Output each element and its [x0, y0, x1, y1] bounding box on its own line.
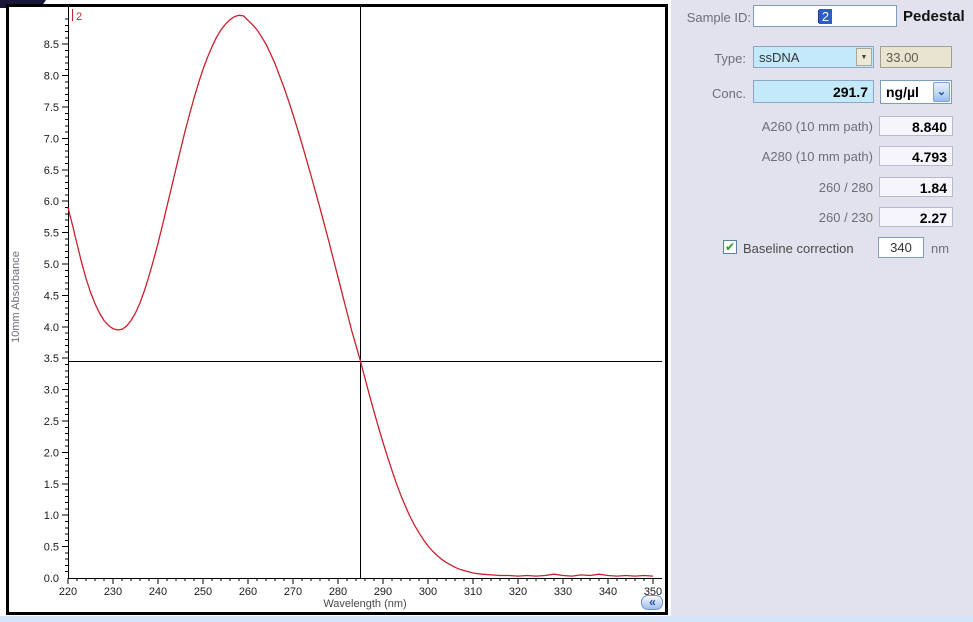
- ratio-260-230-label: 260 / 230: [818, 210, 873, 225]
- ratio-260-280-value: 1.84: [879, 177, 953, 197]
- svg-text:280: 280: [329, 586, 347, 598]
- sample-legend: 2: [72, 9, 82, 23]
- svg-text:320: 320: [509, 586, 527, 598]
- svg-text:4.0: 4.0: [44, 322, 59, 334]
- svg-text:340: 340: [599, 586, 617, 598]
- sample-type-value: ssDNA: [759, 50, 800, 65]
- chevron-down-icon[interactable]: ⌄: [933, 82, 950, 102]
- baseline-correction-label: Baseline correction: [743, 241, 854, 256]
- svg-text:1.0: 1.0: [44, 510, 59, 522]
- svg-text:310: 310: [464, 586, 482, 598]
- svg-text:240: 240: [149, 586, 167, 598]
- y-axis-title: 10mm Absorbance: [10, 251, 22, 343]
- svg-text:8.0: 8.0: [44, 71, 59, 83]
- svg-text:220: 220: [59, 586, 77, 598]
- svg-text:3.0: 3.0: [44, 385, 59, 397]
- a260-value: 8.840: [879, 116, 953, 136]
- sample-info-panel: Sample ID: 2 Pedestal Type: ssDNA ▼ 33.0…: [671, 0, 973, 616]
- a260-label: A260 (10 mm path): [761, 119, 873, 134]
- svg-text:2.0: 2.0: [44, 447, 59, 459]
- baseline-wavelength-input[interactable]: 340: [878, 237, 924, 258]
- sample-id-input[interactable]: 2: [753, 5, 897, 27]
- measurement-mode-label: Pedestal: [903, 8, 965, 25]
- svg-text:0.0: 0.0: [44, 573, 59, 585]
- svg-text:260: 260: [239, 586, 257, 598]
- svg-text:2.5: 2.5: [44, 416, 59, 428]
- extinction-factor-field: 33.00: [880, 46, 952, 68]
- a280-value: 4.793: [879, 146, 953, 166]
- svg-text:250: 250: [194, 586, 212, 598]
- concentration-unit-value: ng/µl: [886, 84, 919, 100]
- svg-text:6.5: 6.5: [44, 165, 59, 177]
- svg-text:7.0: 7.0: [44, 133, 59, 145]
- svg-text:290: 290: [374, 586, 392, 598]
- svg-text:8.5: 8.5: [44, 39, 59, 51]
- svg-text:7.5: 7.5: [44, 102, 59, 114]
- collapse-panel-button[interactable]: «: [641, 595, 663, 610]
- svg-text:3.5: 3.5: [44, 353, 59, 365]
- sample-id-selected-text: 2: [818, 8, 833, 24]
- spectrum-chart-panel: 220 230 240 250 260 270 280 290 300 310 320 330 340 3…: [6, 4, 668, 615]
- ratio-260-230-value: 2.27: [879, 207, 953, 227]
- ratio-260-280-label: 260 / 280: [818, 180, 873, 195]
- sample-type-dropdown[interactable]: ssDNA ▼: [753, 46, 874, 68]
- concentration-label: Conc.: [712, 86, 746, 101]
- svg-text:2: 2: [76, 11, 82, 23]
- svg-text:6.0: 6.0: [44, 196, 59, 208]
- sample-id-label: Sample ID:: [686, 10, 751, 25]
- svg-text:300: 300: [419, 586, 437, 598]
- spectrum-chart[interactable]: 220 230 240 250 260 270 280 290 300 310 320 330 340 3…: [9, 7, 665, 612]
- svg-text:5.0: 5.0: [44, 259, 59, 271]
- svg-text:270: 270: [284, 586, 302, 598]
- svg-text:5.5: 5.5: [44, 228, 59, 240]
- window-bottom-edge: [0, 616, 973, 622]
- baseline-unit-label: nm: [931, 241, 950, 256]
- svg-text:330: 330: [554, 586, 572, 598]
- svg-text:0.5: 0.5: [44, 542, 59, 554]
- concentration-unit-dropdown[interactable]: ng/µl ⌄: [880, 80, 952, 104]
- a280-label: A280 (10 mm path): [761, 149, 873, 164]
- baseline-correction-checkbox[interactable]: ✔: [723, 240, 737, 254]
- tick-labels: 220 230 240 250 260 270 280 290 300 310 320 330 340 3…: [44, 39, 662, 598]
- svg-text:230: 230: [104, 586, 122, 598]
- dropdown-arrow-icon[interactable]: ▼: [856, 48, 872, 66]
- axes: [62, 7, 662, 584]
- wavelength-crosshair[interactable]: [68, 7, 662, 578]
- svg-text:1.5: 1.5: [44, 479, 59, 491]
- svg-text:4.5: 4.5: [44, 290, 59, 302]
- x-axis-title: Wavelength (nm): [323, 598, 406, 610]
- concentration-value-field: 291.7: [753, 80, 874, 103]
- text-cursor: [817, 9, 819, 23]
- type-label: Type:: [714, 51, 746, 66]
- absorbance-curve: [67, 14, 654, 577]
